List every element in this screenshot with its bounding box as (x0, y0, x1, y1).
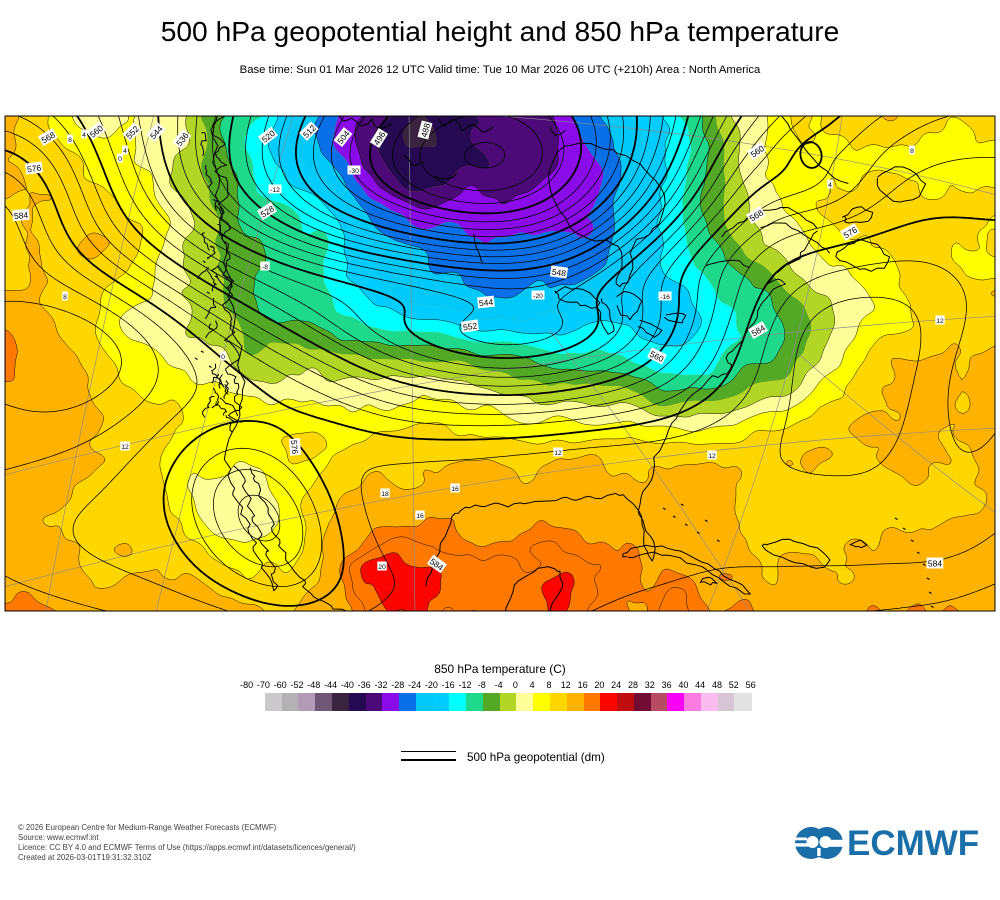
svg-text:20: 20 (378, 564, 386, 571)
svg-text:4: 4 (123, 148, 127, 155)
svg-text:16: 16 (451, 486, 459, 493)
svg-text:12: 12 (936, 318, 944, 325)
svg-text:-12: -12 (270, 187, 280, 194)
svg-text:544: 544 (478, 297, 493, 308)
svg-text:548: 548 (551, 267, 567, 279)
svg-text:576: 576 (26, 163, 42, 175)
svg-text:12: 12 (554, 450, 562, 457)
svg-text:8: 8 (63, 294, 67, 301)
svg-text:0: 0 (221, 354, 225, 361)
svg-text:8: 8 (910, 148, 914, 155)
svg-text:-20: -20 (533, 293, 543, 300)
svg-text:584: 584 (14, 210, 29, 221)
svg-text:4: 4 (82, 132, 86, 139)
svg-text:12: 12 (708, 453, 716, 460)
svg-text:488: 488 (419, 122, 432, 139)
svg-text:-16: -16 (660, 294, 670, 301)
svg-text:576: 576 (289, 440, 300, 455)
svg-text:ECMWF: ECMWF (847, 824, 979, 863)
svg-text:0: 0 (118, 156, 122, 163)
svg-text:12: 12 (121, 444, 129, 451)
svg-text:4: 4 (828, 182, 832, 189)
svg-text:552: 552 (462, 321, 478, 333)
svg-text:16: 16 (416, 513, 424, 520)
svg-text:8: 8 (68, 137, 72, 144)
svg-text:-30: -30 (349, 168, 359, 175)
svg-text:-8: -8 (262, 264, 268, 271)
svg-text:18: 18 (381, 491, 389, 498)
svg-text:584: 584 (928, 559, 942, 569)
